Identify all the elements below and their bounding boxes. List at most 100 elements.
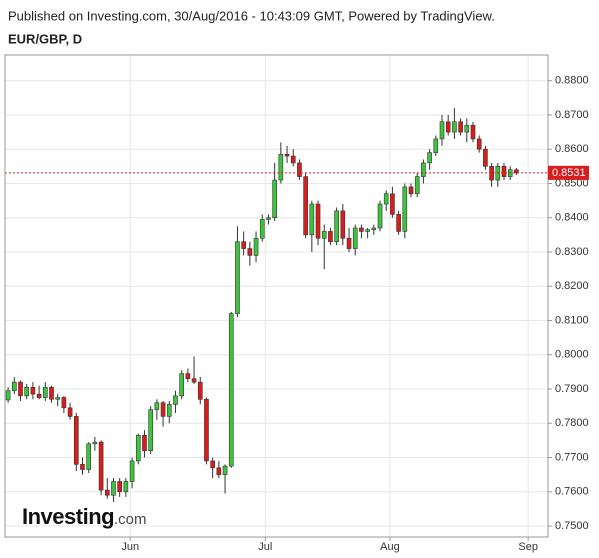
- candle-body: [315, 203, 321, 239]
- candle-body: [396, 213, 401, 232]
- candle-body: [278, 154, 284, 181]
- candle-body: [166, 404, 172, 417]
- candle-body: [18, 381, 23, 397]
- candle-body: [340, 210, 346, 239]
- y-tick-label: 0.7500: [555, 520, 589, 532]
- y-tick-label: 0.7600: [555, 486, 589, 498]
- y-tick-label: 0.7700: [555, 451, 589, 463]
- candle-body: [290, 155, 296, 164]
- candle-body: [253, 237, 259, 256]
- candle-body: [80, 464, 85, 470]
- candle-body: [148, 409, 153, 451]
- candle-body: [49, 386, 54, 400]
- header: Published on Investing.com, 30/Aug/2016 …: [8, 8, 495, 23]
- candle-body: [135, 434, 141, 462]
- candle-body: [5, 390, 11, 401]
- candle-body: [98, 441, 104, 491]
- y-tick-label: 0.8100: [555, 314, 589, 326]
- candle-body: [222, 465, 228, 475]
- logo-suffix: .com: [114, 511, 147, 528]
- candle-body: [61, 397, 67, 409]
- candle-body: [390, 193, 395, 215]
- y-tick-label: 0.8300: [555, 246, 589, 258]
- candle-body: [439, 121, 445, 140]
- candle-body: [458, 121, 463, 133]
- candle-body: [266, 217, 271, 220]
- candle-body: [427, 152, 432, 164]
- candle-body: [67, 407, 73, 417]
- candle-body: [179, 373, 184, 397]
- candle-body: [452, 121, 457, 133]
- candle-body: [476, 138, 482, 150]
- candle-body: [421, 162, 426, 177]
- y-tick-label: 0.8200: [555, 280, 589, 292]
- candle-body: [445, 121, 451, 133]
- candle-body: [86, 443, 91, 470]
- candle-body: [377, 203, 383, 229]
- candle-body: [247, 248, 253, 256]
- candle-body: [321, 231, 327, 239]
- y-tick-label: 0.8800: [555, 75, 589, 87]
- candle-body: [42, 386, 48, 398]
- candle-body: [365, 229, 370, 232]
- candle-body: [154, 402, 160, 410]
- x-tick-label: Jun: [121, 541, 139, 553]
- candle-body: [185, 373, 191, 380]
- candle-body: [284, 154, 290, 157]
- candle-body: [30, 386, 36, 395]
- candle-body: [272, 179, 277, 219]
- candle-body: [117, 481, 122, 493]
- candle-body: [36, 393, 42, 398]
- candle-body: [334, 210, 339, 243]
- candle-body: [111, 481, 116, 496]
- candle-body: [346, 237, 352, 249]
- y-tick-label: 0.7900: [555, 383, 589, 395]
- candle-body: [352, 227, 358, 249]
- candle-body: [104, 489, 110, 496]
- last-price-label: 0.8531: [552, 167, 586, 179]
- candle-body: [514, 169, 519, 174]
- x-tick-label: Jul: [258, 541, 272, 553]
- candle-body: [191, 378, 197, 383]
- candle-body: [216, 467, 222, 475]
- candle-body: [92, 441, 98, 445]
- x-tick-label: Aug: [380, 541, 400, 553]
- candle-body: [433, 138, 439, 153]
- candle-body: [470, 124, 476, 140]
- candle-body: [73, 416, 79, 465]
- candle-body: [241, 241, 246, 249]
- candle-body: [235, 241, 240, 314]
- candle-body: [464, 124, 470, 133]
- candle-body: [402, 186, 408, 232]
- candle-body: [303, 176, 308, 236]
- candle-body: [173, 395, 178, 405]
- candle-body: [371, 227, 377, 231]
- candle-body: [55, 397, 61, 400]
- y-tick-label: 0.8700: [555, 109, 589, 121]
- y-tick-label: 0.7800: [555, 417, 589, 429]
- y-tick-label: 0.8000: [555, 349, 589, 361]
- candle-body: [259, 219, 265, 239]
- candle-body: [11, 381, 17, 392]
- candle-body: [204, 398, 209, 462]
- y-tick-label: 0.8400: [555, 212, 589, 224]
- candle-body: [309, 203, 315, 236]
- candle-body: [414, 176, 420, 195]
- candle-body: [328, 231, 333, 243]
- x-tick-label: Sep: [518, 541, 538, 553]
- plot-frame: [4, 54, 549, 538]
- candle-body: [160, 402, 166, 417]
- y-tick-label: 0.8500: [555, 177, 589, 189]
- candle-body: [501, 166, 507, 177]
- y-tick-label: 0.8600: [555, 143, 589, 155]
- candle-body: [297, 162, 302, 177]
- candle-body: [129, 460, 135, 482]
- candle-body: [359, 227, 364, 232]
- candle-body: [142, 434, 147, 451]
- candle-body: [228, 313, 234, 467]
- chart-title: EUR/GBP, D: [8, 31, 82, 46]
- candle-body: [24, 386, 30, 397]
- candle-body: [210, 460, 215, 469]
- last-price-box: [548, 165, 589, 180]
